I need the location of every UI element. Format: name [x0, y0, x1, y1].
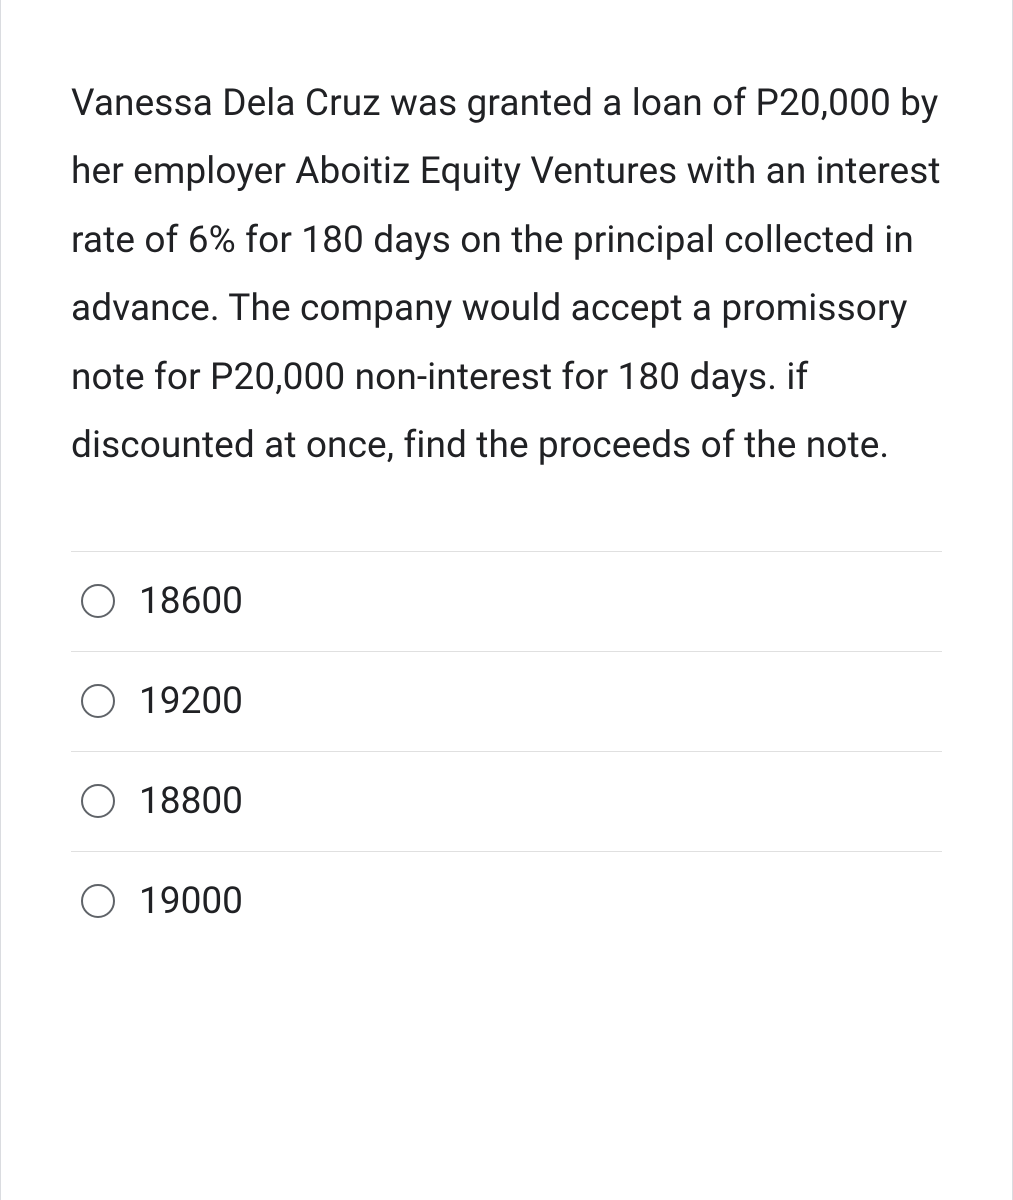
radio-icon[interactable] [81, 584, 115, 618]
option-label: 18600 [139, 580, 243, 623]
radio-icon[interactable] [81, 684, 115, 718]
question-text: Vanessa Dela Cruz was granted a loan of … [71, 70, 942, 481]
radio-icon[interactable] [81, 884, 115, 918]
option-row[interactable]: 19200 [71, 652, 942, 752]
option-row[interactable]: 19000 [71, 852, 942, 951]
options-list: 18600 19200 18800 19000 [71, 551, 942, 951]
question-card: Vanessa Dela Cruz was granted a loan of … [0, 0, 1013, 1200]
option-row[interactable]: 18600 [71, 552, 942, 652]
option-row[interactable]: 18800 [71, 752, 942, 852]
option-label: 19000 [139, 880, 243, 923]
option-label: 18800 [139, 780, 243, 823]
radio-icon[interactable] [81, 784, 115, 818]
option-label: 19200 [139, 680, 243, 723]
